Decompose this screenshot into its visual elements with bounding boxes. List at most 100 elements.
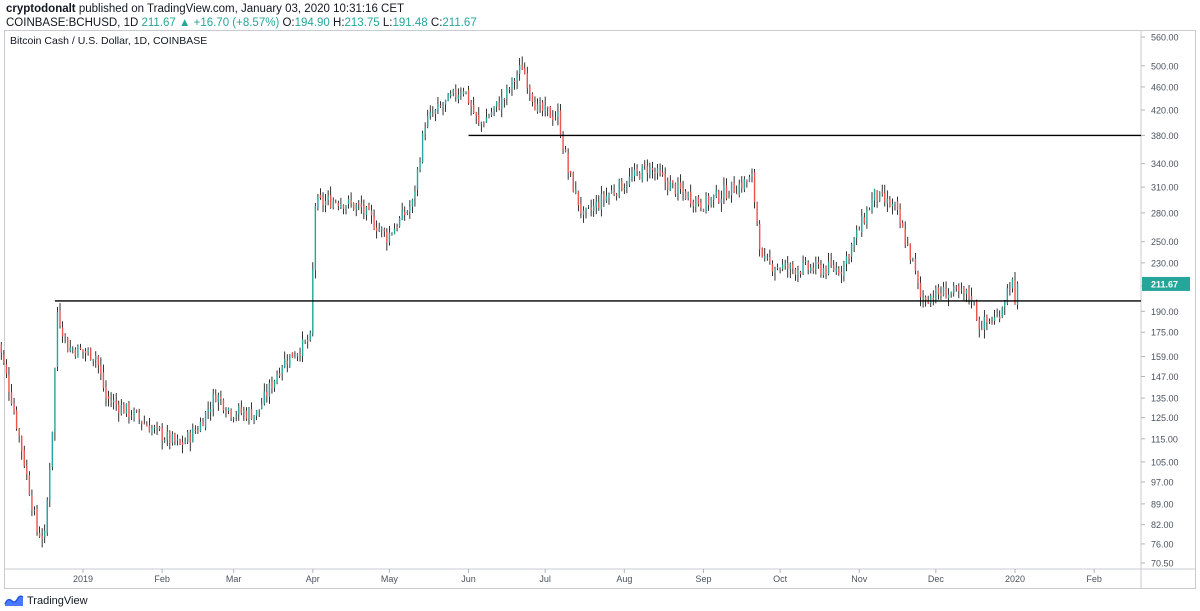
candle-body	[855, 229, 858, 238]
candle	[521, 56, 523, 71]
candle-body	[276, 374, 278, 383]
y-tick-label: 76.00	[1151, 539, 1174, 549]
candle	[235, 410, 237, 422]
candle-body	[682, 187, 684, 192]
candle	[794, 267, 797, 281]
candle	[286, 354, 288, 373]
candle	[669, 175, 671, 191]
candle	[355, 202, 357, 217]
candle	[649, 162, 651, 179]
candle-body	[169, 431, 171, 444]
candle	[518, 58, 521, 81]
candle	[189, 429, 191, 452]
candle	[358, 200, 360, 211]
y-tick-label: 70.50	[1151, 559, 1174, 569]
candle-body	[830, 260, 832, 266]
candle-body	[909, 243, 912, 260]
candle	[102, 364, 105, 392]
candle	[623, 183, 626, 195]
candle-body	[31, 495, 33, 511]
candle	[271, 376, 273, 394]
candle-body	[18, 429, 20, 436]
candle-body	[712, 195, 715, 200]
candle-body	[358, 203, 360, 205]
candle-body	[794, 269, 797, 275]
candle	[947, 288, 950, 307]
candle-body	[411, 199, 414, 207]
candle-body	[404, 211, 406, 216]
candle	[250, 402, 253, 420]
candle-body	[876, 190, 878, 201]
author-name[interactable]: cryptodonalt	[6, 3, 76, 15]
candle	[608, 192, 610, 205]
candle-body	[526, 73, 528, 89]
candle-body	[827, 261, 830, 275]
candle	[621, 177, 623, 192]
candle-body	[996, 315, 998, 317]
candle-body	[174, 433, 176, 442]
candle	[960, 282, 963, 294]
candle-body	[644, 164, 646, 166]
candle-body	[822, 267, 825, 276]
y-tick-label: 135.00	[1151, 394, 1179, 404]
candle	[278, 367, 281, 378]
tradingview-footer[interactable]: TradingView	[4, 591, 88, 611]
candle	[36, 505, 38, 536]
candle-body	[217, 395, 220, 403]
candle-body	[789, 263, 792, 270]
y-tick-label: 105.00	[1151, 457, 1179, 467]
candle-body	[592, 205, 595, 211]
candle-body	[89, 348, 92, 361]
candle	[728, 190, 730, 199]
candle	[592, 198, 595, 217]
chart-frame[interactable]	[4, 30, 1196, 589]
candle	[207, 401, 209, 420]
candle	[360, 195, 363, 214]
x-tick-label: 2020	[1005, 574, 1025, 584]
candle-body	[595, 201, 597, 208]
candle-body	[493, 106, 495, 111]
candle	[942, 281, 945, 297]
candle	[667, 177, 669, 196]
candle	[215, 389, 217, 403]
candle-body	[835, 267, 837, 272]
candle	[848, 254, 850, 265]
candle-body	[702, 209, 705, 212]
candle-body	[105, 387, 107, 399]
candle	[554, 111, 557, 121]
candle-body	[110, 400, 112, 403]
candle-body	[363, 205, 365, 213]
candle	[388, 225, 391, 246]
candle-body	[651, 168, 654, 171]
candle-body	[225, 411, 227, 413]
candle-body	[636, 168, 638, 172]
high-value: 213.75	[344, 17, 380, 29]
candle	[771, 260, 774, 277]
candle-body	[536, 104, 539, 112]
candle-body	[733, 182, 735, 193]
candle	[692, 199, 694, 213]
candle	[544, 96, 546, 117]
candle	[375, 220, 378, 239]
candle	[855, 225, 858, 246]
candle	[222, 398, 225, 414]
candle	[345, 205, 347, 215]
candle-body	[409, 207, 411, 212]
candle	[600, 186, 603, 217]
candle-body	[340, 203, 342, 208]
candle-body	[927, 301, 929, 304]
candle-body	[253, 414, 255, 421]
candle	[679, 174, 682, 194]
candle-body	[498, 102, 500, 110]
candle-body	[1006, 288, 1009, 304]
candle-body	[792, 264, 794, 269]
candle	[485, 108, 488, 123]
candle-body	[427, 115, 429, 128]
candle	[424, 122, 426, 141]
candle	[465, 91, 467, 95]
candle-body	[848, 255, 850, 259]
y-tick-label: 147.00	[1151, 372, 1179, 382]
candle	[49, 462, 51, 508]
candle-body	[690, 192, 692, 204]
